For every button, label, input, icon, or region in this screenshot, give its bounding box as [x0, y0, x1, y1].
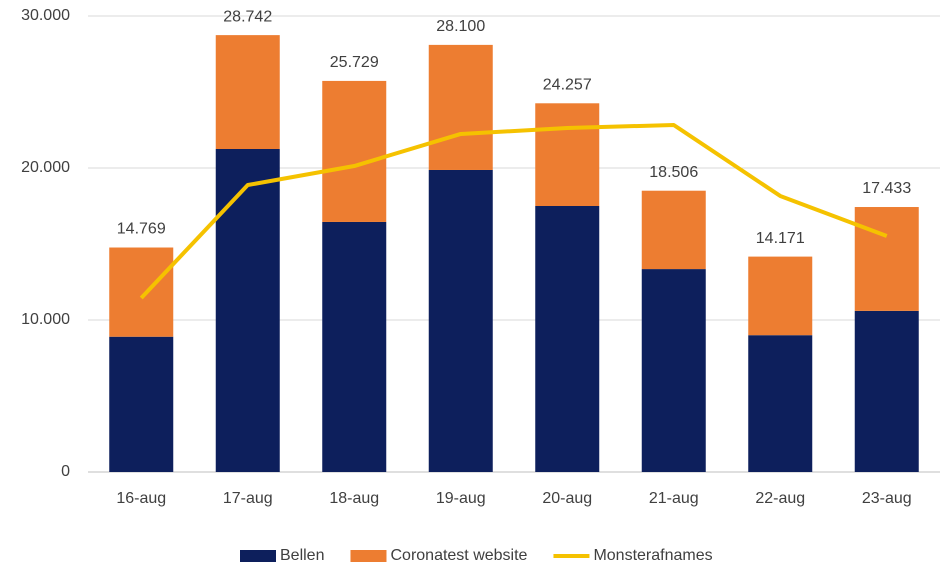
total-label: 28.742 — [223, 8, 272, 25]
total-label: 24.257 — [543, 77, 592, 94]
bar-segment — [748, 256, 813, 336]
y-tick-label: 10.000 — [21, 311, 70, 328]
total-label: 14.171 — [756, 230, 805, 247]
bar-segment — [322, 221, 387, 472]
legend-label: Monsterafnames — [593, 547, 712, 564]
legend-swatch — [240, 550, 276, 562]
x-tick-label: 16-aug — [116, 490, 166, 507]
bar-segment — [428, 169, 493, 472]
bar-segment — [109, 336, 174, 472]
x-tick-label: 18-aug — [329, 490, 379, 507]
bar-segment — [215, 149, 280, 472]
y-tick-label: 30.000 — [21, 7, 70, 24]
bar-segment — [535, 103, 600, 206]
total-label: 28.100 — [436, 18, 485, 35]
bar-segment — [641, 190, 706, 270]
total-label: 17.433 — [862, 180, 911, 197]
y-tick-label: 20.000 — [21, 159, 70, 176]
total-label: 25.729 — [330, 54, 379, 71]
x-tick-label: 17-aug — [223, 490, 273, 507]
y-tick-label: 0 — [61, 463, 70, 480]
x-tick-label: 20-aug — [542, 490, 592, 507]
bar-segment — [854, 207, 919, 311]
x-tick-label: 21-aug — [649, 490, 699, 507]
legend-swatch — [350, 550, 387, 562]
bar-segment — [535, 206, 600, 472]
x-tick-label: 22-aug — [755, 490, 805, 507]
total-label: 14.769 — [117, 221, 166, 238]
x-tick-label: 23-aug — [862, 490, 912, 507]
legend-label: Bellen — [280, 547, 324, 564]
bar-segment — [322, 80, 387, 222]
bar-segment — [215, 35, 280, 150]
line-series — [139, 122, 888, 300]
x-tick-label: 19-aug — [436, 490, 486, 507]
legend-label: Coronatest website — [390, 547, 527, 564]
total-label: 18.506 — [649, 164, 698, 181]
bar-segment — [641, 269, 706, 472]
bar-segment — [854, 310, 919, 472]
bar-segment — [748, 335, 813, 472]
bar-segment — [428, 44, 493, 170]
bar-segment — [109, 247, 174, 337]
